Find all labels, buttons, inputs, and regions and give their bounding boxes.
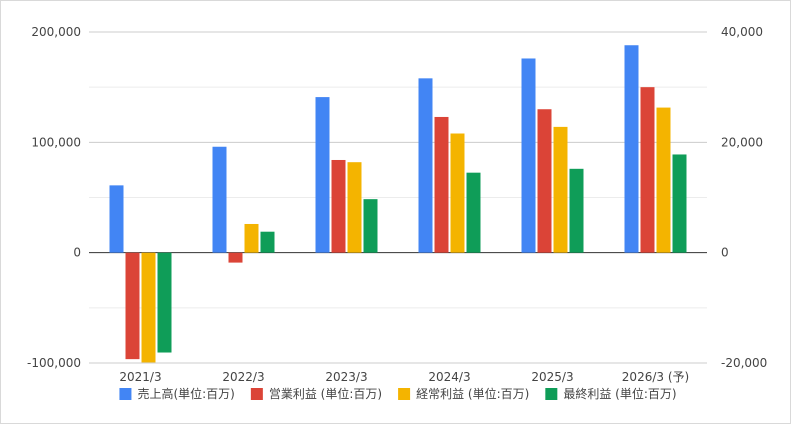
category-label: 2026/3 (予) — [622, 370, 689, 384]
bar — [244, 223, 259, 253]
bar — [466, 172, 481, 253]
category-labels: 2021/3 2022/3 2023/3 2024/3 2025/3 2026/3 (予) — [119, 370, 689, 384]
right-tick-label: -20,000 — [721, 356, 767, 370]
left-tick-label: 0 — [73, 246, 81, 260]
category-label: 2021/3 — [119, 370, 161, 384]
gridlines — [89, 31, 707, 364]
bar — [141, 252, 156, 363]
category-label: 2022/3 — [222, 370, 264, 384]
bar — [125, 252, 140, 360]
category-label: 2024/3 — [428, 370, 470, 384]
right-tick-label: 20,000 — [721, 135, 763, 149]
bar — [569, 168, 584, 253]
bar — [624, 45, 639, 253]
legend-swatch — [545, 388, 558, 400]
bar — [315, 97, 330, 253]
bar — [157, 252, 172, 353]
legend-swatch — [119, 388, 132, 400]
left-tick-label: 100,000 — [31, 135, 81, 149]
legend: 売上高(単位:百万) 営業利益 (単位:百万) 経常利益 (単位:百万) 最終利益 (… — [119, 386, 677, 401]
bar — [363, 199, 378, 253]
bar — [553, 126, 568, 253]
bar — [450, 133, 465, 253]
right-tick-label: 0 — [721, 246, 729, 260]
legend-label: 売上高(単位:百万) — [137, 386, 234, 401]
right-axis: -20,000 0 20,000 40,000 — [721, 25, 767, 370]
left-tick-label: -100,000 — [27, 356, 81, 370]
legend-label: 経常利益 (単位:百万) — [416, 386, 529, 401]
right-tick-label: 40,000 — [721, 25, 763, 39]
legend-swatch — [398, 388, 411, 400]
left-axis: -100,000 0 100,000 200,000 — [27, 25, 81, 370]
bar — [672, 154, 687, 253]
left-tick-label: 200,000 — [31, 25, 81, 39]
bar — [228, 252, 243, 263]
category-label: 2025/3 — [531, 370, 573, 384]
bar — [418, 78, 433, 253]
category-label: 2023/3 — [325, 370, 367, 384]
legend-swatch — [250, 388, 263, 400]
bar — [109, 185, 124, 253]
bar — [434, 116, 449, 253]
bars — [109, 45, 687, 363]
bar — [640, 87, 655, 253]
legend-label: 最終利益 (単位:百万) — [563, 386, 676, 401]
bar — [656, 107, 671, 253]
bar — [537, 109, 552, 253]
legend-label: 営業利益 (単位:百万) — [269, 386, 382, 401]
bar — [521, 58, 536, 253]
bar — [331, 159, 346, 253]
bar — [260, 231, 275, 253]
bar — [347, 162, 362, 253]
bar — [212, 146, 227, 253]
